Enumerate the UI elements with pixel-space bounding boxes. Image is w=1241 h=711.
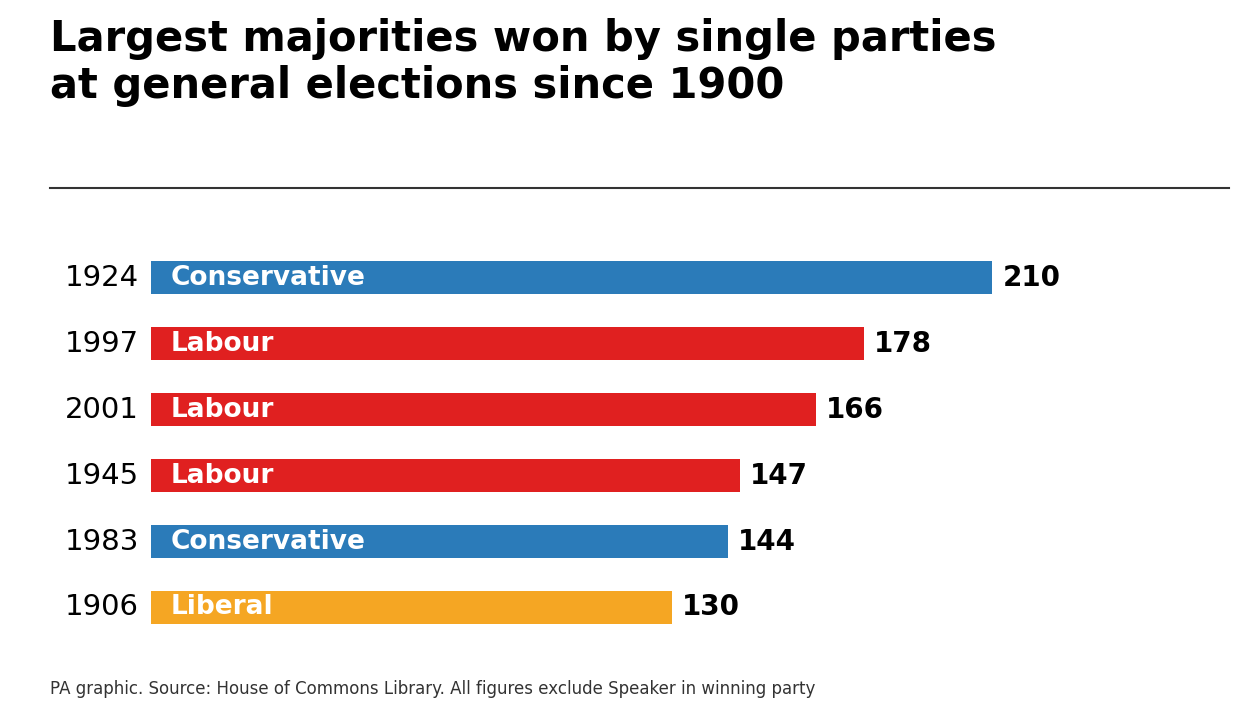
- Text: 1983: 1983: [65, 528, 139, 555]
- Bar: [150, 327, 864, 360]
- Bar: [150, 393, 817, 426]
- Text: 144: 144: [738, 528, 795, 555]
- Text: Largest majorities won by single parties
at general elections since 1900: Largest majorities won by single parties…: [50, 18, 997, 107]
- Text: Labour: Labour: [171, 463, 274, 488]
- Text: 1997: 1997: [65, 330, 139, 358]
- Text: 130: 130: [681, 594, 740, 621]
- Text: 147: 147: [750, 461, 808, 490]
- Bar: [150, 591, 671, 624]
- Text: Liberal: Liberal: [171, 594, 273, 621]
- Bar: [150, 525, 728, 558]
- Bar: [150, 261, 993, 294]
- Text: 166: 166: [827, 395, 884, 424]
- Text: Labour: Labour: [171, 331, 274, 357]
- Text: 1906: 1906: [65, 594, 139, 621]
- Text: 1924: 1924: [65, 264, 139, 292]
- Text: PA graphic. Source: House of Commons Library. All figures exclude Speaker in win: PA graphic. Source: House of Commons Lib…: [50, 680, 815, 698]
- Text: 178: 178: [874, 330, 932, 358]
- Bar: [150, 459, 740, 492]
- Text: Conservative: Conservative: [171, 528, 366, 555]
- Text: 210: 210: [1003, 264, 1061, 292]
- Text: Labour: Labour: [171, 397, 274, 422]
- Text: 1945: 1945: [65, 461, 139, 490]
- Text: 2001: 2001: [65, 395, 139, 424]
- Text: Conservative: Conservative: [171, 264, 366, 291]
